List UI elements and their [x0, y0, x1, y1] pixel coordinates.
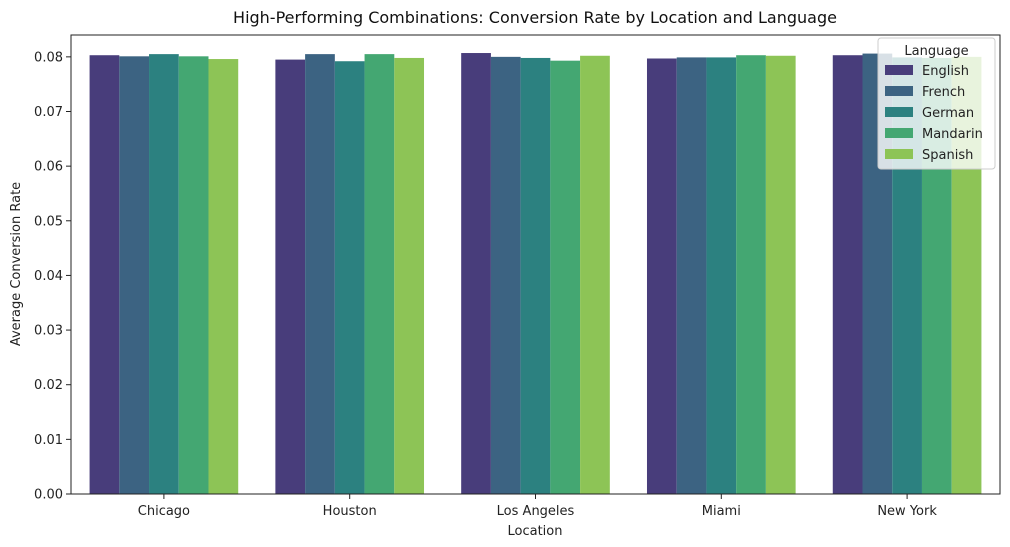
bar-mandarin-chicago [178, 56, 209, 494]
x-tick-label: Miami [702, 504, 741, 519]
y-tick-label: 0.01 [34, 433, 63, 448]
bar-mandarin-houston [364, 54, 395, 494]
y-tick-label: 0.02 [34, 378, 63, 393]
bar-english-new-york [832, 55, 863, 494]
bar-french-miami [676, 57, 707, 495]
bar-german-houston [334, 61, 365, 494]
y-tick-label: 0.07 [34, 105, 63, 120]
legend-label-french: French [922, 85, 965, 100]
bar-spanish-chicago [208, 59, 239, 495]
bar-mandarin-miami [736, 55, 766, 494]
bar-mandarin-los-angeles [550, 60, 581, 495]
y-tick-label: 0.05 [34, 214, 63, 229]
bar-english-miami [646, 58, 677, 494]
bar-english-los-angeles [461, 53, 491, 495]
x-tick-label: Chicago [138, 504, 190, 519]
legend-label-german: German [922, 106, 974, 121]
legend-swatch-french [885, 86, 913, 96]
bar-french-los-angeles [490, 56, 521, 494]
y-tick-label: 0.06 [34, 160, 63, 175]
bar-french-houston [305, 54, 335, 494]
bar-german-miami [706, 57, 737, 495]
y-tick-label: 0.08 [34, 50, 63, 65]
y-tick-label: 0.00 [34, 488, 63, 503]
bar-german-chicago [149, 54, 179, 494]
legend-swatch-german [885, 107, 913, 117]
bar-french-chicago [119, 56, 150, 494]
bar-spanish-los-angeles [580, 55, 610, 495]
y-tick-label: 0.04 [34, 269, 63, 284]
legend-swatch-spanish [885, 149, 913, 159]
x-tick-label: Los Angeles [497, 504, 575, 519]
legend-swatch-mandarin [885, 128, 913, 138]
chart-title: High-Performing Combinations: Conversion… [233, 8, 837, 27]
legend-title: Language [904, 44, 968, 59]
x-tick-label: Houston [323, 504, 377, 519]
legend-label-mandarin: Mandarin [922, 127, 983, 142]
y-axis-title: Average Conversion Rate [9, 182, 24, 346]
legend-swatch-english [885, 65, 913, 75]
bar-german-los-angeles [520, 57, 551, 494]
plot-area [89, 53, 982, 495]
x-axis-title: Location [508, 524, 563, 539]
bar-spanish-miami [765, 55, 796, 495]
legend: Language English French German Mandarin Spani… [877, 37, 996, 170]
y-tick-label: 0.03 [34, 324, 63, 339]
bar-english-houston [275, 59, 306, 494]
legend-label-spanish: Spanish [922, 148, 973, 163]
axes: 0.00 0.01 0.02 0.03 0.04 0.05 0.06 0.07 0.08 Chic… [34, 34, 1001, 519]
bar-spanish-houston [394, 57, 425, 494]
legend-label-english: English [922, 64, 969, 79]
bar-english-chicago [89, 55, 120, 494]
x-tick-label: New York [877, 504, 937, 519]
